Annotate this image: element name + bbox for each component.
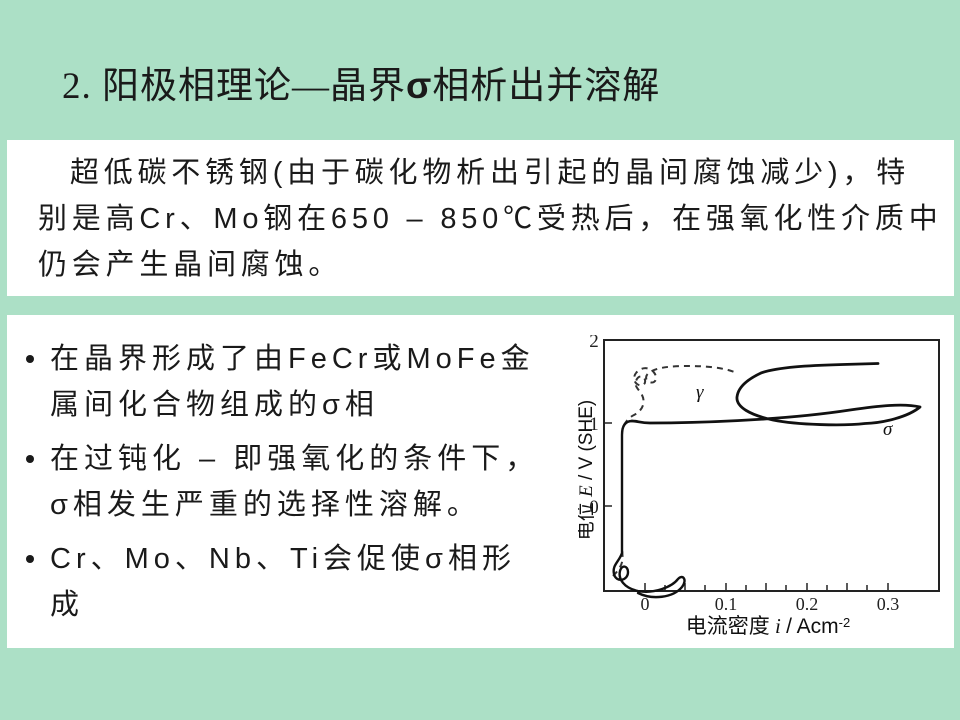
svg-text:σ: σ bbox=[883, 419, 893, 440]
svg-text:0.1: 0.1 bbox=[715, 594, 738, 614]
svg-text:2: 2 bbox=[589, 335, 599, 352]
svg-text:0.3: 0.3 bbox=[877, 594, 900, 614]
svg-text:0.2: 0.2 bbox=[796, 594, 819, 614]
svg-text:电位 E / V (SHE): 电位 E / V (SHE) bbox=[578, 400, 597, 540]
svg-text:γ: γ bbox=[696, 382, 704, 403]
svg-text:电流密度 i / Acm-2: 电流密度 i / Acm-2 bbox=[686, 614, 850, 635]
